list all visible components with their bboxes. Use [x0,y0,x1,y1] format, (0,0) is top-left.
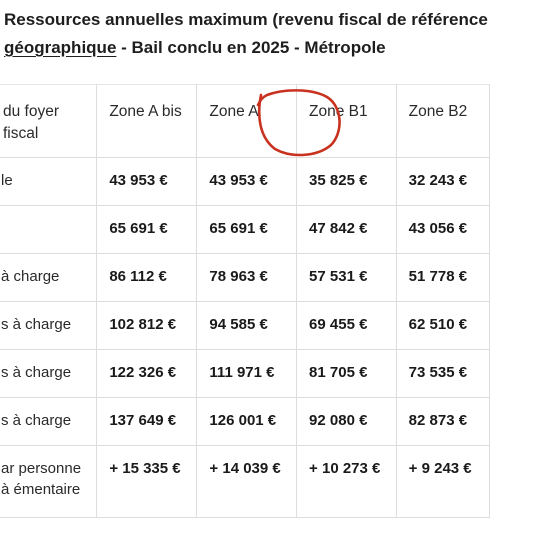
cell-zone-a-bis: 43 953 € [96,157,198,206]
cell-zone-b1: 47 842 € [296,205,397,254]
cell-zone-b1: 69 455 € [296,301,397,350]
cell-zone-a-bis: 102 812 € [96,301,198,350]
cell-zone-a-bis: 122 326 € [96,349,198,398]
cell-zone-b2: 82 873 € [395,397,491,446]
resources-table: du foyer fiscal Zone A bis Zone A Zone B… [0,84,491,518]
cell-zone-a-bis: 65 691 € [96,205,198,254]
row-label [0,205,98,254]
heading-line-2: géographique - Bail conclu en 2025 - Mét… [4,34,550,62]
row-label: à charge [0,253,98,302]
header-zone-b2: Zone B2 [395,84,491,158]
cell-zone-b1: 57 531 € [296,253,397,302]
table-row: le 43 953 € 43 953 € 35 825 € 32 243 € [0,157,491,206]
page-heading: Ressources annuelles maximum (revenu fis… [4,6,550,62]
cell-zone-b1: 35 825 € [296,157,397,206]
cell-zone-b1: + 10 273 € [296,445,397,518]
row-label: le [0,157,98,206]
cell-zone-a-bis: 86 112 € [96,253,198,302]
header-zone-a-bis: Zone A bis [96,84,198,158]
cell-zone-a: 65 691 € [196,205,298,254]
cell-zone-b2: 62 510 € [395,301,491,350]
table-row: à charge 86 112 € 78 963 € 57 531 € 51 7… [0,253,491,302]
heading-line-1: Ressources annuelles maximum (revenu fis… [4,10,488,29]
cell-zone-a: 78 963 € [196,253,298,302]
cell-zone-b1: 92 080 € [296,397,397,446]
table-row: s à charge 102 812 € 94 585 € 69 455 € 6… [0,301,491,350]
cell-zone-a: 43 953 € [196,157,298,206]
cell-zone-a: 126 001 € [196,397,298,446]
row-label: s à charge [0,301,98,350]
cell-zone-b2: 73 535 € [395,349,491,398]
table-row: 65 691 € 65 691 € 47 842 € 43 056 € [0,205,491,254]
cell-zone-a-bis: 137 649 € [96,397,198,446]
cell-zone-a-bis: + 15 335 € [96,445,198,518]
table-row: s à charge 137 649 € 126 001 € 92 080 € … [0,397,491,446]
row-label: ar personne à émentaire [0,445,98,518]
cell-zone-a: + 14 039 € [196,445,298,518]
row-label: s à charge [0,349,98,398]
cell-zone-a: 111 971 € [196,349,298,398]
table-header-row: du foyer fiscal Zone A bis Zone A Zone B… [0,84,491,158]
cell-zone-b2: 32 243 € [395,157,491,206]
heading-underlined-word: géographique [4,38,117,57]
row-label: s à charge [0,397,98,446]
cell-zone-b1: 81 705 € [296,349,397,398]
cell-zone-b2: + 9 243 € [395,445,491,518]
cell-zone-b2: 43 056 € [395,205,491,254]
cell-zone-b2: 51 778 € [395,253,491,302]
header-zone-a: Zone A [196,84,298,158]
table-row: ar personne à émentaire + 15 335 € + 14 … [0,445,491,518]
cell-zone-a: 94 585 € [196,301,298,350]
header-household: du foyer fiscal [0,84,98,158]
heading-line-2-rest: - Bail conclu en 2025 - Métropole [116,38,386,57]
table-row: s à charge 122 326 € 111 971 € 81 705 € … [0,349,491,398]
header-zone-b1: Zone B1 [296,84,397,158]
